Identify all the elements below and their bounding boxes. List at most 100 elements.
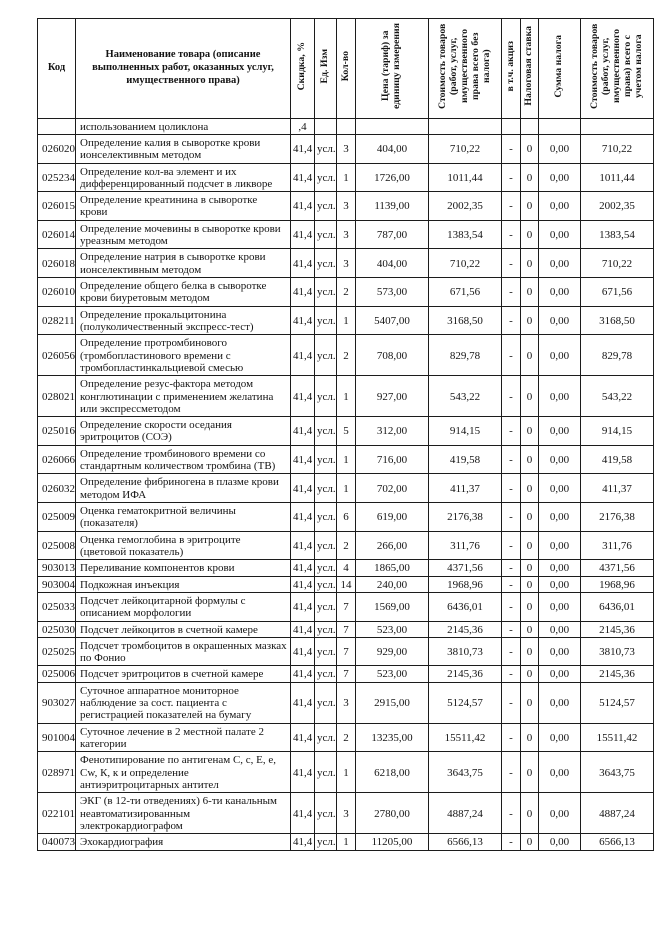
cell-unit: усл.	[314, 248, 337, 279]
invoice-table: Код Наименование товара (описание выполн…	[37, 18, 654, 851]
table-header-row: Код Наименование товара (описание выполн…	[37, 18, 654, 119]
cell-excise: -	[501, 530, 521, 561]
cell-tax-rate: 0	[520, 162, 539, 193]
cell-qty: 1	[336, 444, 356, 475]
cell-tax-rate: 0	[520, 792, 539, 835]
cell-price: 702,00	[355, 473, 429, 504]
cell-name: Подкожная инъекция	[75, 575, 291, 593]
column-header-qty: Кол-во	[336, 18, 356, 119]
cell-code: 025033	[37, 591, 76, 622]
cell-sum-no-tax: 2145,36	[428, 620, 502, 638]
cell-unit: усл.	[314, 277, 337, 307]
cell-qty: 2	[336, 334, 356, 377]
table-row: 026015 Определение креатинина в сыворотк…	[37, 191, 654, 221]
table-row: 026014 Определение мочевины в сыворотке …	[37, 219, 654, 250]
cell-code: 022101	[37, 792, 76, 835]
cell-qty: 1	[336, 833, 356, 851]
table-row: 025030 Подсчет лейкоцитов в счетной каме…	[37, 620, 654, 638]
cell-sum-no-tax: 2002,35	[428, 191, 502, 221]
cell-code: 903027	[37, 681, 76, 724]
cell-sum-with-tax: 2176,38	[580, 502, 654, 532]
cell-code: 026018	[37, 248, 76, 279]
cell-price: 404,00	[355, 248, 429, 279]
cell-code: 026015	[37, 191, 76, 221]
cell-code: 025016	[37, 416, 76, 446]
cell-sum-with-tax: 829,78	[580, 334, 654, 377]
cell-tax-rate: 0	[520, 575, 539, 593]
cell-tax-sum: 0,00	[538, 416, 581, 446]
cell-price: 929,00	[355, 636, 429, 667]
cell-price: 6218,00	[355, 751, 429, 794]
cell-unit: усл.	[314, 305, 337, 336]
cell-discount: 41,4	[290, 559, 315, 577]
cell-tax-sum: 0,00	[538, 591, 581, 622]
cell-price: 1569,00	[355, 591, 429, 622]
cell-excise: -	[501, 219, 521, 250]
table-row: 028211 Определение прокальцитонина (полу…	[37, 305, 654, 336]
cell-qty: 7	[336, 591, 356, 622]
cell-excise	[501, 117, 521, 135]
cell-price: 716,00	[355, 444, 429, 475]
cell-name: Оценка гемоглобина в эритроците (цветово…	[75, 530, 291, 561]
cell-sum-with-tax: 3810,73	[580, 636, 654, 667]
cell-discount: 41,4	[290, 751, 315, 794]
cell-sum-with-tax: 419,58	[580, 444, 654, 475]
cell-tax-rate: 0	[520, 444, 539, 475]
cell-qty: 7	[336, 665, 356, 683]
cell-sum-no-tax: 1383,54	[428, 219, 502, 250]
cell-name: Определение мочевины в сыворотке крови у…	[75, 219, 291, 250]
column-header-discount-label: Скидка, %	[296, 41, 308, 91]
cell-sum-no-tax: 4371,56	[428, 559, 502, 577]
cell-unit: усл.	[314, 375, 337, 418]
cell-sum-no-tax: 914,15	[428, 416, 502, 446]
cell-sum-no-tax: 3643,75	[428, 751, 502, 794]
cell-name: Подсчет эритроцитов в счетной камере	[75, 665, 291, 683]
column-header-tax-rate: Налоговая ставка	[520, 18, 539, 119]
cell-unit: усл.	[314, 162, 337, 193]
cell-discount: 41,4	[290, 792, 315, 835]
cell-name: Фенотипирование по антигенам С, с, Е, е,…	[75, 751, 291, 794]
cell-excise: -	[501, 681, 521, 724]
cell-sum-with-tax: 6436,01	[580, 591, 654, 622]
cell-unit: усл.	[314, 334, 337, 377]
table-row: 025025 Подсчет тромбоцитов в окрашенных …	[37, 636, 654, 667]
cell-name: Эхокардиография	[75, 833, 291, 851]
cell-code: 025030	[37, 620, 76, 638]
cell-sum-with-tax: 5124,57	[580, 681, 654, 724]
cell-tax-sum: 0,00	[538, 751, 581, 794]
cell-sum-no-tax: 2176,38	[428, 502, 502, 532]
cell-qty: 2	[336, 277, 356, 307]
cell-tax-rate: 0	[520, 133, 539, 164]
cell-sum-with-tax: 1011,44	[580, 162, 654, 193]
cell-code: 025234	[37, 162, 76, 193]
cell-price: 11205,00	[355, 833, 429, 851]
cell-qty	[336, 117, 356, 135]
cell-qty: 7	[336, 636, 356, 667]
cell-code: 025025	[37, 636, 76, 667]
cell-qty: 1	[336, 751, 356, 794]
cell-tax-rate: 0	[520, 833, 539, 851]
cell-price: 266,00	[355, 530, 429, 561]
column-header-excise-label: в т.ч. акциз	[504, 40, 516, 92]
cell-name: Определение калия в сыворотке крови ионс…	[75, 133, 291, 164]
column-header-tax-rate-label: Налоговая ставка	[523, 26, 535, 106]
table-row: 026066 Определение тромбинового времени …	[37, 444, 654, 475]
cell-unit: усл.	[314, 722, 337, 753]
cell-tax-rate: 0	[520, 375, 539, 418]
cell-discount: 41,4	[290, 833, 315, 851]
cell-tax-rate: 0	[520, 681, 539, 724]
cell-code: 040073	[37, 833, 76, 851]
cell-name: Определение натрия в сыворотке крови ион…	[75, 248, 291, 279]
cell-name: Определение резус-фактора методом конглю…	[75, 375, 291, 418]
cell-discount: 41,4	[290, 191, 315, 221]
cell-name: Определение кол-ва элемент и их дифферен…	[75, 162, 291, 193]
cell-tax-rate: 0	[520, 248, 539, 279]
cell-excise: -	[501, 722, 521, 753]
column-header-unit-label: Ед. Изм	[319, 48, 331, 84]
cell-price: 787,00	[355, 219, 429, 250]
cell-excise: -	[501, 416, 521, 446]
cell-unit: усл.	[314, 416, 337, 446]
cell-discount: 41,4	[290, 277, 315, 307]
column-header-excise: в т.ч. акциз	[501, 18, 521, 119]
